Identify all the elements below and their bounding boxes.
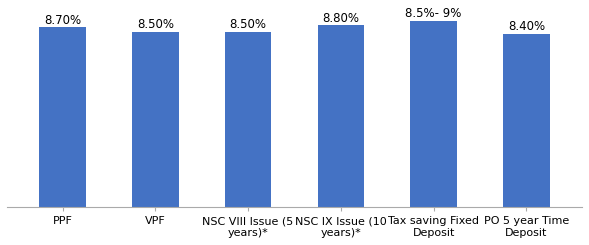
Text: 8.50%: 8.50%: [137, 18, 174, 31]
Text: 8.5%- 9%: 8.5%- 9%: [405, 8, 462, 21]
Text: 8.80%: 8.80%: [322, 12, 359, 24]
Bar: [411, 21, 457, 207]
Bar: [225, 32, 272, 207]
Bar: [317, 25, 364, 207]
Bar: [503, 34, 550, 207]
Bar: [132, 32, 178, 207]
Text: 8.50%: 8.50%: [230, 18, 267, 31]
Text: 8.40%: 8.40%: [508, 20, 545, 33]
Bar: [39, 27, 86, 207]
Text: 8.70%: 8.70%: [44, 14, 81, 27]
